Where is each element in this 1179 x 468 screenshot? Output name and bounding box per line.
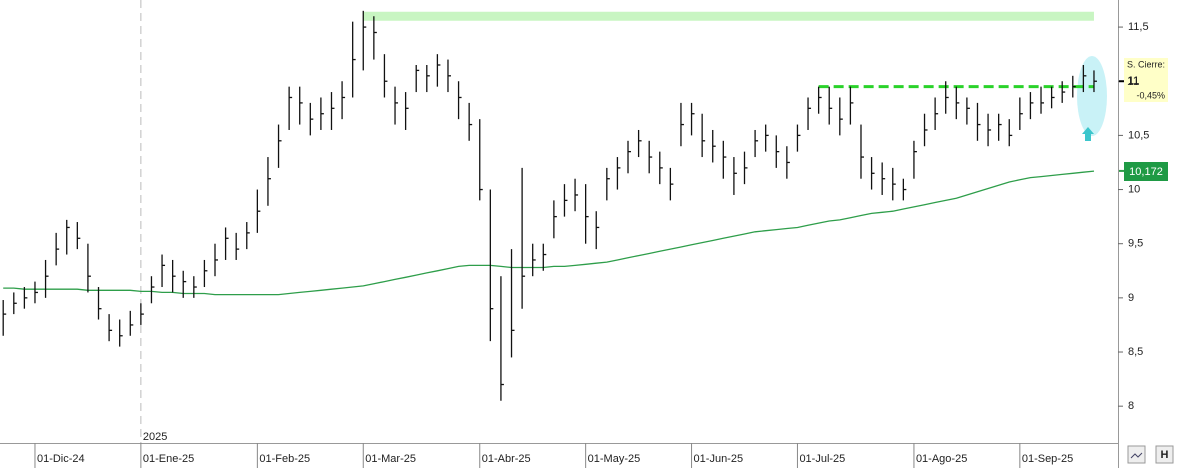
y-tick-label: 11,5 bbox=[1128, 21, 1149, 33]
icon-button[interactable] bbox=[1127, 445, 1146, 464]
x-tick-label: 01-Feb-25 bbox=[259, 453, 310, 465]
close-value: 11 bbox=[1127, 74, 1140, 88]
y-tick-label: 8,5 bbox=[1128, 346, 1143, 358]
x-tick-label: 01-Jun-25 bbox=[694, 453, 744, 465]
x-tick-label: 01-Dic-24 bbox=[37, 453, 85, 465]
icon bbox=[1130, 452, 1143, 459]
x-tick-label: 01-Jul-25 bbox=[799, 453, 845, 465]
x-tick-label: 01-May-25 bbox=[588, 453, 641, 465]
x-tick-label: 01-Abr-25 bbox=[482, 453, 531, 465]
close-change: -0,45% bbox=[1136, 90, 1165, 100]
close-title: S. Cierre: bbox=[1127, 59, 1165, 69]
year-label: 2025 bbox=[143, 431, 167, 443]
icon: H bbox=[1161, 449, 1169, 461]
y-tick-label: 10,5 bbox=[1128, 129, 1149, 141]
highlight bbox=[1077, 56, 1107, 136]
x-tick-label: 01-Mar-25 bbox=[365, 453, 416, 465]
y-tick-label: 9,5 bbox=[1128, 238, 1143, 250]
y-tick-label: 8 bbox=[1128, 400, 1134, 412]
ma-last-label: 10,172 bbox=[1129, 166, 1163, 178]
x-tick-label: 01-Ago-25 bbox=[916, 453, 967, 465]
y-tick-label: 10 bbox=[1128, 183, 1140, 195]
close-box bbox=[1124, 58, 1168, 102]
moving-average bbox=[3, 170, 1095, 296]
ma-box bbox=[1124, 162, 1168, 181]
x-tick-label: 01-Ene-25 bbox=[143, 453, 194, 465]
y-tick-label: 9 bbox=[1128, 292, 1134, 304]
x-tick-label: 01-Sep-25 bbox=[1022, 453, 1073, 465]
y-tick-label: 11 bbox=[1128, 75, 1139, 87]
up-arrow bbox=[1082, 127, 1094, 141]
icon-button[interactable] bbox=[1155, 445, 1174, 464]
